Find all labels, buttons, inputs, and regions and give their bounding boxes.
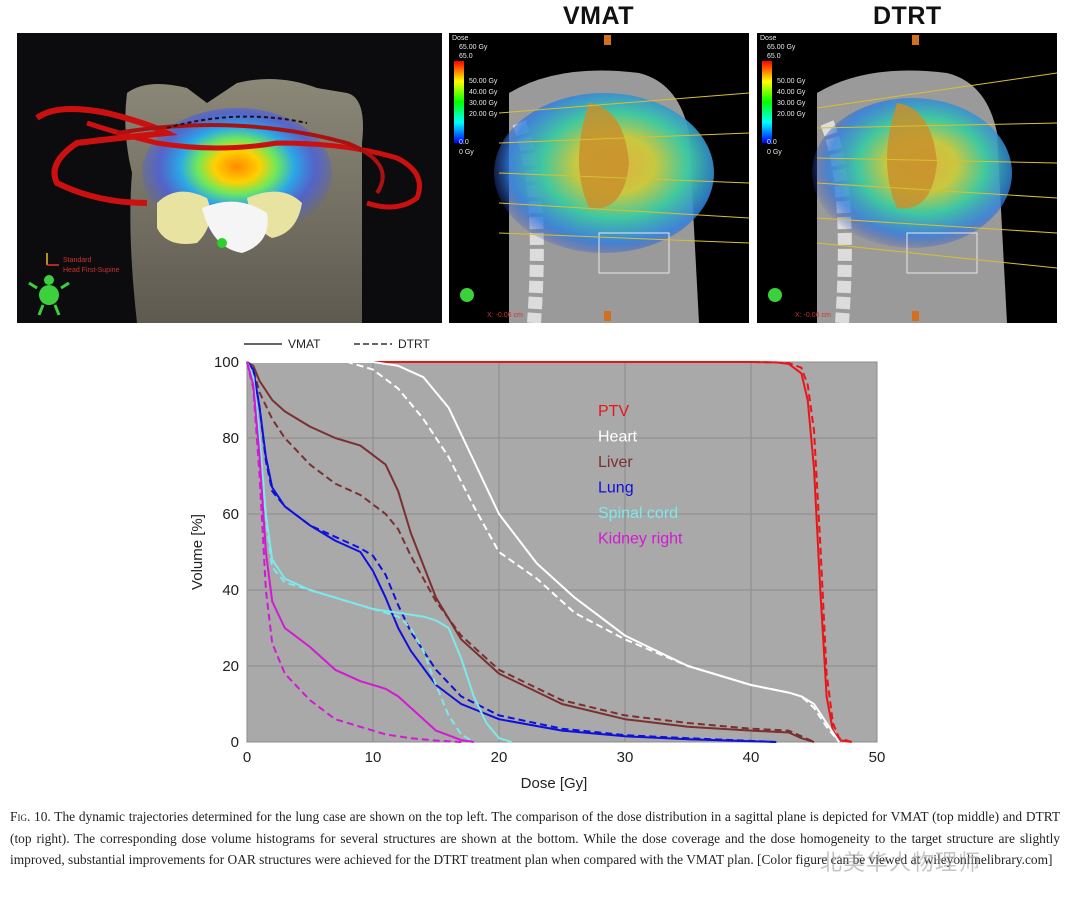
- legend-label-dtrt: DTRT: [398, 337, 430, 351]
- trajectory-3d-image: [28, 79, 422, 323]
- y-tick-label: 40: [222, 582, 239, 599]
- dvh-chart-svg: 0 10 20 30 40 50 0 20 40 60 80 100 VMAT DTRT PTV Hear…: [189, 337, 885, 792]
- vmat-dose-level-50: 50.00 Gy: [469, 78, 498, 85]
- legend-liver: Liver: [598, 454, 633, 471]
- watermark: 北美华人物理师: [820, 851, 982, 876]
- dvh-curve-ptv-dtrt: [247, 361, 853, 743]
- dvh-curve-spinal-cord-vmat: [246, 361, 512, 743]
- vmat-dose-bar-header: Dose: [452, 35, 469, 42]
- dvh-curves: [246, 361, 853, 743]
- x-tick-label: 50: [869, 749, 886, 766]
- vmat-dose-level-20: 20.00 Gy: [469, 111, 498, 118]
- trajectory-legend-standard: Standard: [63, 257, 92, 264]
- vmat-dose-bar-top: 65.00 Gy: [459, 44, 488, 51]
- x-tick-label: 0: [243, 749, 251, 766]
- trajectory-legend-orientation: Head First-Supine: [63, 267, 120, 274]
- dvh-curve-liver-dtrt: [246, 361, 815, 743]
- legend-ptv: PTV: [598, 403, 629, 420]
- legend-label-vmat: VMAT: [288, 337, 321, 351]
- x-tick-label: 40: [743, 749, 760, 766]
- dvh-curve-heart-dtrt: [247, 361, 840, 743]
- vmat-dose-bar-max: 65.0: [459, 53, 473, 60]
- dvh-curve-spinal-cord-dtrt: [246, 361, 475, 743]
- vmat-dose-level-30: 30.00 Gy: [469, 100, 498, 107]
- vmat-dose-panel: Dose 65.00 Gy 65.0 50.00 Gy 40.00 Gy 30.…: [449, 33, 749, 323]
- y-tick-label: 80: [222, 430, 239, 447]
- dvh-curve-ptv-vmat: [247, 361, 852, 743]
- dtrt-dose-bar-top: 65.00 Gy: [767, 44, 796, 51]
- legend-kidney-right: Kidney right: [598, 531, 683, 548]
- legend-spinal-cord: Spinal cord: [598, 505, 678, 522]
- legend-lung: Lung: [598, 480, 634, 497]
- structure-legend: PTV Heart Liver Lung Spinal cord Kidney right: [598, 403, 683, 548]
- dtrt-dose-bar-header: Dose: [760, 35, 777, 42]
- vmat-sagittal-image: [454, 35, 749, 323]
- y-tick-label: 20: [222, 658, 239, 675]
- legend-heart: Heart: [598, 429, 638, 446]
- dtrt-dose-bar-max: 65.0: [767, 53, 781, 60]
- dvh-curve-kidney-right-dtrt: [246, 361, 462, 743]
- dvh-chart: 0 10 20 30 40 50 0 20 40 60 80 100 VMAT DTRT PTV Hear…: [180, 332, 900, 802]
- dtrt-dose-level-50: 50.00 Gy: [777, 78, 806, 85]
- y-tick-label: 100: [214, 354, 239, 371]
- dtrt-dose-bar-bottom: 0 Gy: [767, 149, 782, 156]
- x-tick-label: 30: [617, 749, 634, 766]
- dtrt-dose-level-20: 20.00 Gy: [777, 111, 806, 118]
- dtrt-dose-bar-low: 0.0: [767, 139, 777, 146]
- dtrt-coord-readout: X: -0.06 cm: [795, 312, 831, 319]
- dvh-curve-lung-dtrt: [246, 361, 777, 743]
- dtrt-dose-level-40: 40.00 Gy: [777, 89, 806, 96]
- vmat-coord-readout: X: -0.06 cm: [487, 312, 523, 319]
- vmat-dose-bar-bottom: 0 Gy: [459, 149, 474, 156]
- dvh-curve-lung-vmat: [246, 361, 777, 743]
- y-tick-label: 60: [222, 506, 239, 523]
- dvh-curve-liver-vmat: [246, 361, 815, 743]
- y-axis-label: Volume [%]: [189, 514, 206, 590]
- vmat-dose-level-40: 40.00 Gy: [469, 89, 498, 96]
- dtrt-dose-panel: Dose 65.00 Gy 65.0 50.00 Gy 40.00 Gy 30.…: [757, 33, 1057, 323]
- x-axis-label: Dose [Gy]: [521, 775, 588, 792]
- caption-text: The dynamic trajectories determined for …: [10, 809, 1060, 867]
- dvh-curve-kidney-right-vmat: [246, 361, 474, 743]
- vmat-title: VMAT: [563, 2, 634, 30]
- trajectory-3d-panel: Standard Head First-Supine: [17, 33, 442, 323]
- figure-caption: Fig. 10. The dynamic trajectories determ…: [10, 806, 1060, 871]
- x-tick-label: 10: [365, 749, 382, 766]
- x-tick-label: 20: [491, 749, 508, 766]
- figure-label: Fig. 10.: [10, 809, 51, 824]
- dtrt-sagittal-image: [762, 35, 1057, 323]
- plot-area: [246, 361, 878, 743]
- line-style-legend: VMAT DTRT: [244, 337, 430, 351]
- dtrt-dose-level-30: 30.00 Gy: [777, 100, 806, 107]
- y-tick-label: 0: [231, 734, 239, 751]
- vmat-dose-bar-low: 0.0: [459, 139, 469, 146]
- dtrt-title: DTRT: [873, 2, 942, 30]
- axis-ticks: 0 10 20 30 40 50 0 20 40 60 80 100: [214, 354, 885, 766]
